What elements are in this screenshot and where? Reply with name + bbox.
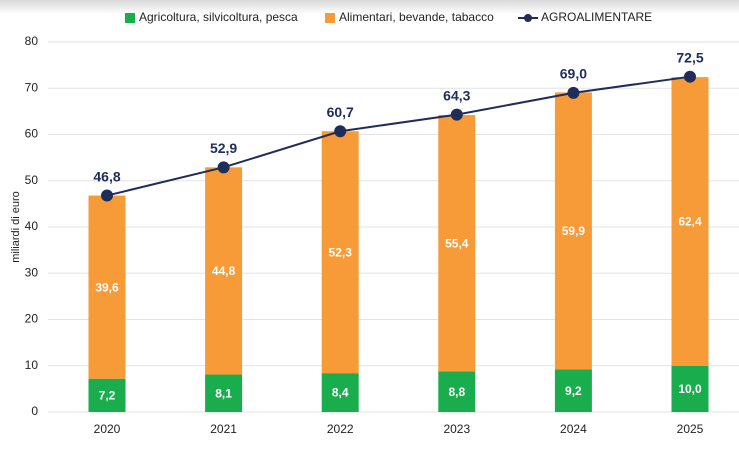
lines bbox=[101, 70, 696, 202]
line-label: 69,0 bbox=[560, 66, 587, 82]
bar-segment bbox=[438, 371, 476, 412]
x-tick-label: 2022 bbox=[327, 422, 354, 436]
line-point bbox=[684, 70, 696, 83]
line-point bbox=[334, 125, 347, 138]
line-label: 60,7 bbox=[327, 104, 354, 120]
line-point bbox=[567, 86, 580, 99]
data-label: 7,2 bbox=[99, 389, 116, 403]
legend: Agricoltura, silvicoltura, pesca Alimenta… bbox=[125, 10, 652, 24]
data-label: 8,8 bbox=[448, 385, 465, 399]
labels: 7,2 8,1 8,4 8,8 9,2 10,0 39,6 44,8 52,3 55,4 59,9 6… bbox=[93, 49, 703, 402]
x-tick-label: 2025 bbox=[677, 422, 704, 436]
x-tick-label: 2024 bbox=[560, 422, 587, 436]
data-label: 55,4 bbox=[445, 236, 469, 250]
line-label: 64,3 bbox=[443, 87, 470, 103]
line-point bbox=[450, 108, 463, 121]
grid: 0 10 20 30 40 50 60 70 80 2020 2021 2022 2023 2024 202… bbox=[25, 34, 739, 436]
line-label: 72,5 bbox=[676, 49, 703, 65]
data-label: 8,1 bbox=[215, 386, 232, 400]
x-tick-label: 2023 bbox=[443, 422, 470, 436]
y-tick-label: 30 bbox=[25, 265, 39, 279]
bar-segment bbox=[205, 167, 243, 375]
line-label: 46,8 bbox=[93, 168, 120, 184]
data-label: 59,9 bbox=[562, 224, 586, 238]
y-tick-label: 10 bbox=[25, 358, 39, 372]
x-tick-label: 2020 bbox=[94, 422, 121, 436]
x-tick-label: 2021 bbox=[210, 422, 237, 436]
bar-segment bbox=[438, 115, 476, 372]
bar-segment bbox=[88, 378, 126, 412]
legend-label: Alimentari, bevande, tabacco bbox=[339, 10, 494, 24]
line-label: 52,9 bbox=[210, 140, 237, 156]
line-point bbox=[101, 189, 113, 202]
bar-segment bbox=[671, 77, 709, 366]
top-shade bbox=[0, 0, 739, 14]
legend-label: AGROALIMENTARE bbox=[541, 10, 652, 24]
bar-segment bbox=[321, 131, 359, 374]
y-tick-label: 40 bbox=[25, 219, 39, 233]
bars bbox=[88, 77, 709, 412]
legend-swatch bbox=[125, 13, 135, 23]
bar-segment bbox=[88, 195, 126, 379]
y-tick-label: 80 bbox=[25, 34, 39, 48]
legend-marker bbox=[524, 14, 532, 22]
legend-label: Agricoltura, silvicoltura, pesca bbox=[139, 10, 298, 24]
data-label: 44,8 bbox=[212, 264, 236, 278]
line-point bbox=[217, 161, 230, 174]
y-tick-label: 0 bbox=[31, 404, 38, 418]
legend-swatch bbox=[325, 13, 335, 23]
bar-segment bbox=[321, 373, 359, 412]
line bbox=[106, 75, 691, 197]
data-label: 52,3 bbox=[329, 245, 353, 259]
y-tick-label: 20 bbox=[25, 312, 39, 326]
y-tick-label: 60 bbox=[25, 127, 39, 141]
y-tick-label: 70 bbox=[25, 80, 39, 94]
y-axis-label: miliardi di euro bbox=[10, 191, 22, 263]
data-label: 39,6 bbox=[95, 280, 119, 294]
bar-segment bbox=[671, 365, 709, 412]
data-label: 8,4 bbox=[332, 386, 349, 400]
data-label: 62,4 bbox=[678, 215, 702, 229]
y-tick-label: 50 bbox=[25, 173, 39, 187]
data-label: 10,0 bbox=[678, 382, 702, 396]
data-label: 9,2 bbox=[565, 384, 582, 398]
bar-segment bbox=[205, 374, 243, 412]
bar-segment bbox=[554, 92, 592, 370]
bar-segment bbox=[554, 369, 592, 412]
